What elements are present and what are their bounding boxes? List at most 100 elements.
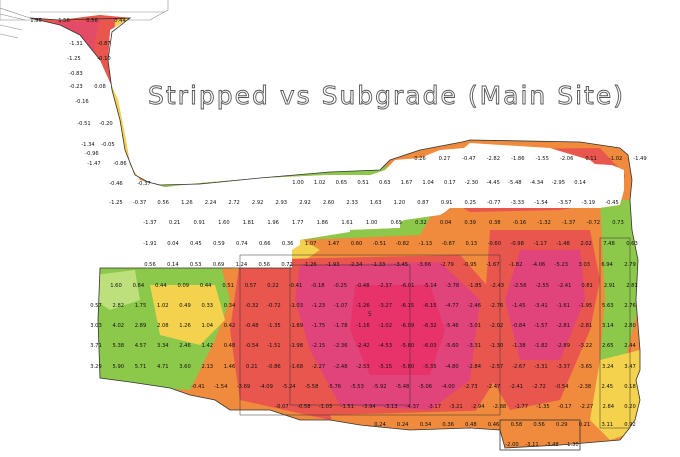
spot-value: 0.22	[267, 283, 279, 289]
spot-value: -0.77	[487, 200, 500, 206]
spot-value: -1.32	[537, 220, 550, 226]
spot-value: 0.65	[336, 180, 348, 186]
spot-value: -2.88	[493, 404, 506, 410]
spot-value: 0.63	[626, 241, 638, 247]
spot-value: -1.23	[312, 303, 325, 309]
spot-value: -1.51	[267, 343, 280, 349]
spot-value: 2.24	[205, 200, 217, 206]
spot-value: -1.34	[81, 142, 95, 148]
spot-value: -2.81	[557, 323, 570, 329]
spot-value: -1.47	[87, 161, 100, 167]
spot-value: 3.71	[90, 343, 102, 349]
spot-value: -1.26	[303, 262, 316, 268]
spot-value: 1.00	[366, 220, 378, 226]
spot-value: 0.44	[114, 18, 126, 24]
spot-value: -4.00	[441, 384, 454, 390]
spot-value: -2.27	[580, 404, 593, 410]
spot-value: -5.53	[350, 384, 363, 390]
spot-value: 3.60	[179, 364, 191, 370]
spot-value: -2.00	[505, 442, 518, 448]
spot-value: -3.33	[511, 200, 524, 206]
spot-value: -0.10	[97, 56, 110, 62]
spot-value: -2.34	[349, 262, 363, 268]
spot-value: 0.42	[224, 323, 236, 329]
spot-value: 1.67	[401, 180, 413, 186]
spot-value: 0.51	[222, 283, 234, 289]
spot-value: -0.83	[69, 71, 82, 77]
spot-value: 1.61	[341, 220, 353, 226]
spot-value: -2.84	[468, 364, 482, 370]
spot-value: -3.94	[362, 404, 376, 410]
spot-value: -2.73	[464, 384, 477, 390]
spot-value: 2.33	[346, 200, 358, 206]
spot-value: -3.27	[379, 303, 392, 309]
spot-value: -1.54	[534, 200, 548, 206]
spot-value: 2.76	[624, 303, 636, 309]
spot-value: 0.56	[144, 262, 156, 268]
spot-value: -3.17	[428, 404, 441, 410]
spot-value: -0.20	[99, 121, 112, 127]
spot-value: 2.02	[580, 241, 592, 247]
spot-value: 1.47	[328, 241, 340, 247]
spot-value: 2.08	[157, 323, 169, 329]
spot-value: 0.91	[441, 200, 453, 206]
spot-value: 0.24	[397, 422, 409, 428]
spot-value: 1.20	[394, 200, 406, 206]
spot-value: -2.15	[312, 343, 325, 349]
spot-value: -0.58	[297, 404, 310, 410]
spot-value: 0.39	[464, 220, 476, 226]
spot-value: -3.57	[558, 200, 571, 206]
spot-value: 0.60	[351, 241, 363, 247]
spot-value: 2.89	[135, 323, 147, 329]
spot-value: -5.60	[445, 343, 458, 349]
spot-value: -1.25	[67, 56, 80, 62]
spot-value: 4.57	[135, 343, 147, 349]
spot-value: -0.54	[555, 384, 569, 390]
spot-value: 2.44	[624, 343, 636, 349]
spot-value: -4.34	[530, 180, 544, 186]
spot-value: 0.59	[213, 241, 225, 247]
spot-value: -1.33	[372, 262, 385, 268]
spot-value: 5.63	[602, 303, 614, 309]
spot-value: 5.90	[113, 364, 125, 370]
spot-value: -4.53	[379, 343, 392, 349]
spot-value: -1.95	[579, 303, 592, 309]
spot-value: -2.46	[468, 303, 481, 309]
spot-value: -0.16	[75, 99, 88, 105]
spot-value: -4.09	[259, 384, 272, 390]
site-boundary	[29, 17, 641, 451]
spot-values: 1.96 1.56 0.56 0.44 -1.31 -0.87 -1.25 -0.10 -0.8…	[30, 18, 647, 448]
spot-value: -0.72	[587, 220, 600, 226]
spot-value: 2.79	[624, 262, 636, 268]
spot-value: 0.18	[624, 384, 636, 390]
spot-value: 0.11	[585, 156, 597, 162]
spot-value: 0.14	[574, 180, 586, 186]
spot-value: -0.16	[513, 220, 526, 226]
spot-value: -2.81	[579, 323, 592, 329]
spot-value: -2.41	[510, 384, 523, 390]
spot-value: 1.07	[305, 241, 317, 247]
spot-value: 0.04	[167, 241, 179, 247]
spot-value: 0.73	[612, 220, 624, 226]
spot-value: -0.41	[191, 384, 204, 390]
spot-value: 3.34	[157, 343, 169, 349]
spot-value: 4.71	[157, 364, 169, 370]
spot-value: -1.82	[534, 343, 547, 349]
spot-value: -5.48	[396, 384, 409, 390]
spot-value: -3.11	[525, 442, 538, 448]
spot-value: -0.60	[488, 241, 501, 247]
spot-value: 0.13	[466, 241, 478, 247]
spot-value: -5.58	[305, 384, 318, 390]
spot-value: -1.16	[356, 323, 369, 329]
spot-value: -2.43	[491, 283, 504, 289]
spot-value: -2.27	[312, 364, 325, 370]
spot-value: 0.92	[624, 422, 636, 428]
spot-value: -2.42	[356, 343, 369, 349]
spot-value: -1.48	[556, 241, 569, 247]
spot-value: -3.31	[534, 364, 547, 370]
spot-value: -0.51	[373, 241, 386, 247]
spot-value: 1.26	[179, 323, 191, 329]
spot-value: 0.36	[442, 422, 454, 428]
spot-value: 0.34	[224, 303, 236, 309]
spot-value: 0.48	[465, 422, 477, 428]
